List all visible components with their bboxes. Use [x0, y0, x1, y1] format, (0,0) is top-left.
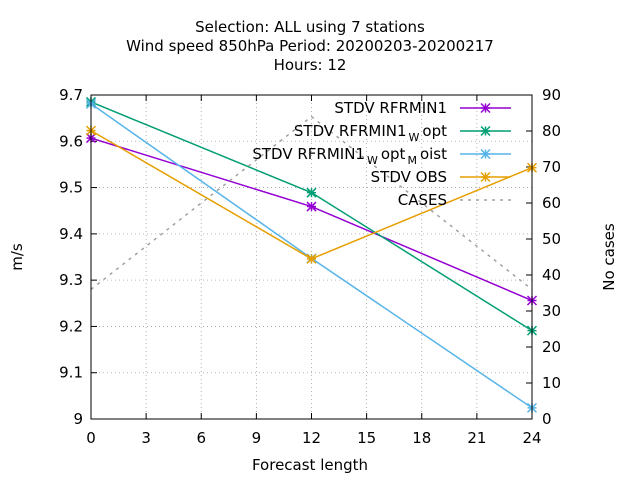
series-4 [90, 115, 533, 290]
legend-marker [480, 125, 491, 137]
legend-label: STDV RFRMIN1 [334, 99, 447, 117]
x-tick-label: 12 [302, 429, 321, 447]
y2-tick-label: 80 [542, 122, 561, 140]
legend-marker [480, 148, 491, 160]
y2-tick-label: 60 [542, 194, 561, 212]
chart-title-line-1: Selection: ALL using 7 stations [195, 18, 425, 36]
legend-marker [480, 102, 491, 114]
y2-tick-label: 50 [542, 230, 561, 248]
y2-tick-label: 90 [542, 86, 561, 104]
y-tick-label: 9.2 [59, 317, 83, 335]
x-axis-label: Forecast length [252, 456, 368, 474]
x-tick-label: 6 [196, 429, 206, 447]
y2-tick-label: 0 [542, 410, 552, 428]
data-point [306, 187, 317, 198]
x-tick-label: 9 [252, 429, 262, 447]
data-point [306, 253, 317, 264]
y2-axis-ticks: 0 10 20 30 40 50 60 70 80 90 [526, 86, 561, 428]
x-tick-label: 0 [86, 429, 96, 447]
y-axis-ticks: 9 9.1 9.2 9.3 9.4 9.5 9.6 9.7 [59, 86, 97, 428]
y-axis-label: m/s [8, 243, 26, 271]
y2-tick-label: 70 [542, 158, 561, 176]
legend-entry: STDV RFRMIN1 [334, 99, 511, 117]
x-tick-label: 15 [357, 429, 376, 447]
legend-marker [480, 171, 491, 183]
data-point [306, 201, 317, 212]
y-tick-label: 9.4 [59, 225, 83, 243]
y-tick-label: 9.5 [59, 179, 83, 197]
chart-title: Selection: ALL using 7 stations Wind spe… [126, 18, 494, 74]
x-axis-ticks: 0 3 6 9 12 15 18 21 24 [86, 95, 542, 447]
legend-label: STDV OBS [371, 168, 447, 186]
chart-title-line-3: Hours: 12 [274, 56, 347, 74]
y-tick-label: 9 [73, 410, 83, 428]
y2-tick-label: 30 [542, 302, 561, 320]
y-tick-label: 9.7 [59, 86, 83, 104]
legend-entry: STDV OBS [371, 168, 511, 186]
legend-entry: CASES [398, 191, 511, 209]
plot-frame [90, 94, 533, 420]
y-tick-label: 9.6 [59, 132, 83, 150]
y2-tick-label: 20 [542, 338, 561, 356]
y2-axis-label: No cases [600, 223, 618, 291]
grid [91, 95, 532, 419]
y2-tick-label: 10 [542, 374, 561, 392]
x-tick-label: 24 [522, 429, 541, 447]
y-tick-label: 9.1 [59, 364, 83, 382]
x-tick-label: 18 [412, 429, 431, 447]
y-tick-label: 9.3 [59, 271, 83, 289]
legend-label: CASES [398, 191, 447, 209]
chart-title-line-2: Wind speed 850hPa Period: 20200203-20200… [126, 37, 494, 55]
y2-tick-label: 40 [542, 266, 561, 284]
x-tick-label: 21 [467, 429, 486, 447]
x-tick-label: 3 [141, 429, 151, 447]
series-line [90, 115, 533, 290]
